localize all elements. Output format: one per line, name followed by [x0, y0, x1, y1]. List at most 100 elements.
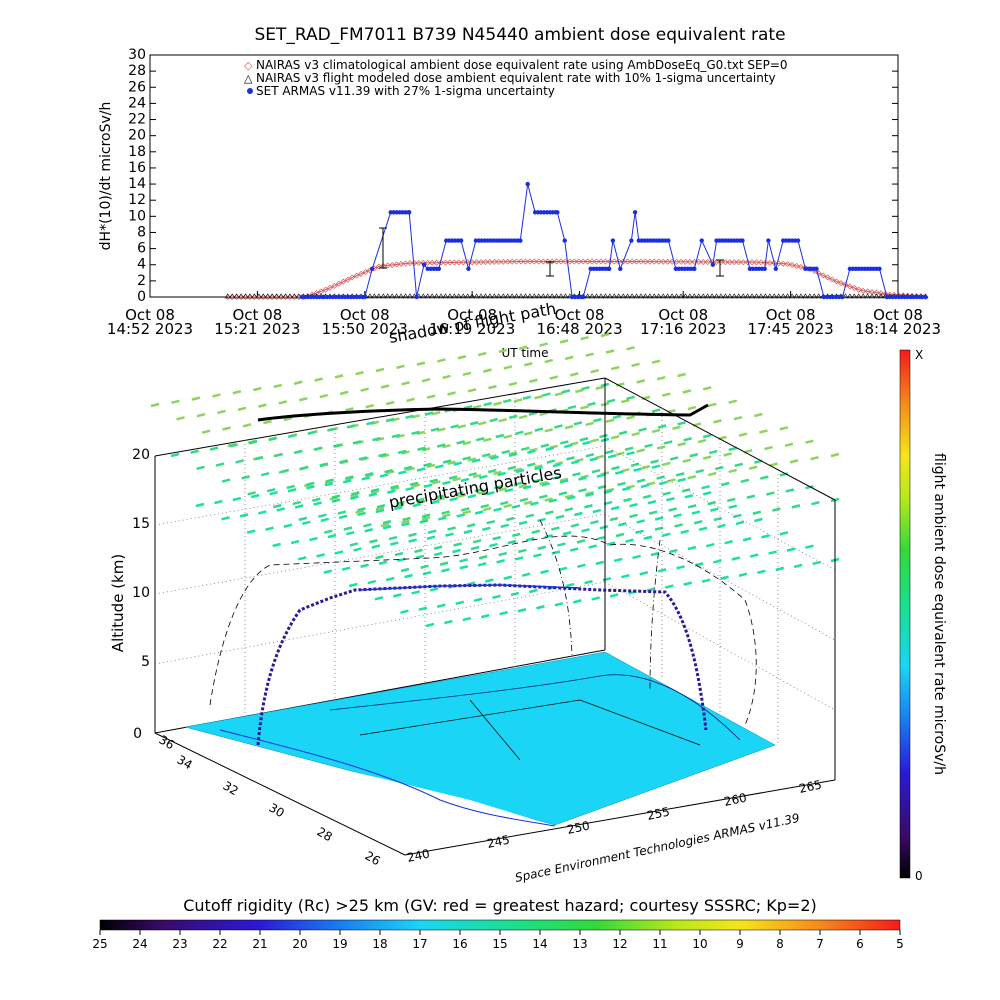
coastline [219, 729, 556, 827]
particle-mark [351, 491, 360, 496]
particle-mark [352, 440, 362, 445]
particle-mark [437, 358, 446, 363]
particle-mark [456, 513, 466, 518]
marker-dot [369, 266, 375, 271]
marker-diamond [442, 259, 449, 266]
marker-diamond [566, 258, 573, 265]
particle-mark [668, 507, 677, 512]
marker-dot [632, 210, 638, 215]
legend: ◇ NAIRAS v3 climatological ambient dose … [244, 58, 788, 98]
particle-mark [457, 424, 467, 429]
particle-mark [370, 489, 380, 495]
particle-mark [299, 465, 309, 471]
marker-diamond [504, 258, 511, 265]
marker-triangle [637, 293, 645, 299]
particle-mark [498, 348, 508, 354]
particle-mark [542, 392, 551, 397]
marker-dot [762, 266, 767, 271]
bottom-tick-label: 25 [92, 937, 107, 951]
marker-triangle [780, 293, 787, 299]
particle-mark [442, 374, 451, 380]
particle-mark [613, 557, 623, 563]
particle-mark [477, 421, 487, 426]
particle-mark [734, 462, 744, 468]
particle-mark [786, 547, 796, 552]
marker-triangle [726, 293, 733, 299]
particle-mark [221, 478, 231, 483]
particle-mark [677, 372, 686, 378]
y-tick-label: 16 [128, 160, 146, 176]
particle-mark [378, 452, 387, 458]
marker-diamond [540, 258, 547, 265]
marker-diamond [833, 278, 840, 285]
particle-mark [642, 494, 652, 499]
particle-mark [605, 449, 614, 455]
particle-mark [618, 430, 628, 436]
marker-triangle [438, 293, 445, 299]
particle-mark [260, 471, 270, 477]
marker-triangle [491, 293, 498, 299]
marker-triangle [762, 293, 769, 299]
marker-triangle [393, 293, 400, 299]
x-tick-label: Oct 08 [125, 306, 175, 324]
marker-triangle [517, 293, 525, 299]
particle-mark [514, 556, 524, 561]
marker-diamond [349, 274, 356, 281]
particle-mark [570, 523, 580, 528]
particle-mark [549, 375, 559, 380]
marker-triangle [544, 293, 551, 299]
particle-mark [212, 393, 221, 398]
particle-mark [723, 452, 732, 457]
particle-mark [606, 541, 616, 546]
particle-mark [421, 377, 431, 383]
marker-triangle [495, 293, 502, 299]
marker-dot [629, 238, 634, 243]
particle-mark [306, 485, 315, 490]
particle-mark [591, 596, 600, 601]
particle-mark [728, 446, 738, 452]
particle-mark [480, 613, 490, 619]
particle-mark [349, 582, 358, 588]
marker-dot [773, 266, 779, 271]
marker-triangle [531, 293, 538, 299]
marker-dot [740, 238, 745, 243]
particle-mark [541, 482, 550, 487]
marker-triangle [273, 293, 280, 299]
particle-mark [522, 395, 532, 400]
marker-triangle [873, 293, 880, 299]
particle-mark [427, 529, 437, 534]
particle-mark [268, 436, 278, 442]
particle-mark [724, 539, 733, 545]
particle-mark [302, 520, 311, 526]
marker-triangle [771, 293, 778, 299]
particle-mark [258, 510, 267, 515]
marker-triangle [740, 293, 747, 299]
particle-mark [544, 358, 554, 364]
marker-triangle [366, 293, 373, 299]
particle-mark [405, 486, 414, 492]
particle-mark [805, 485, 814, 490]
particle-mark [320, 517, 330, 523]
particle-mark [683, 437, 692, 442]
particle-mark [406, 466, 415, 472]
particle-mark [503, 575, 513, 580]
marker-triangle [513, 293, 520, 299]
particle-mark [406, 397, 415, 403]
particle-mark [609, 593, 619, 598]
legend-marker-diamond-icon: ◇ [244, 59, 253, 72]
particle-mark [605, 418, 615, 423]
shadow-flight-path [649, 539, 661, 691]
marker-diamond [575, 258, 582, 265]
particle-mark [265, 526, 274, 531]
particle-mark [676, 565, 685, 570]
particle-mark [749, 553, 759, 558]
marker-diamond [531, 258, 538, 265]
particle-mark [623, 497, 632, 503]
particle-mark [540, 569, 549, 574]
particle-mark [639, 571, 649, 576]
particle-mark [610, 365, 620, 371]
particle-mark [632, 554, 641, 560]
particle-mark [357, 507, 366, 512]
marker-triangle [251, 293, 258, 299]
